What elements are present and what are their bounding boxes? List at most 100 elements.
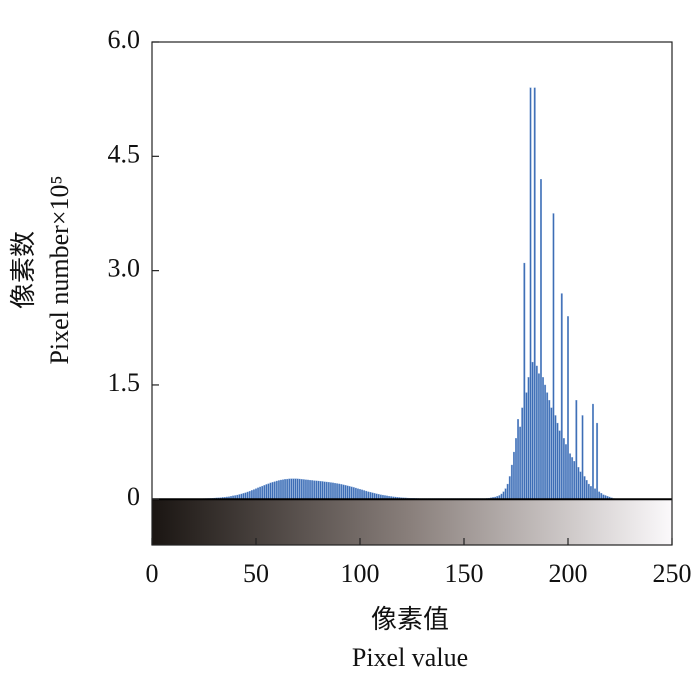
bar [257,487,260,500]
bar [517,419,520,500]
bar [529,87,532,500]
bar [560,293,563,500]
bar [296,478,299,500]
bar [250,490,253,500]
bar [255,488,257,500]
bar [315,480,318,500]
x-tick-label: 150 [445,559,484,588]
x-axis-label: Pixel value [352,643,468,672]
bar [363,490,366,500]
bar [573,461,576,500]
bar [269,482,272,500]
x-tick-label: 50 [243,559,269,588]
bar [317,480,320,500]
bar [540,179,542,500]
bar [512,451,515,500]
x-tick-label: 200 [549,559,588,588]
bar [523,262,526,500]
bar [369,492,372,500]
bar [598,491,601,500]
bar [567,316,569,500]
bar [531,361,534,500]
bar [527,377,530,500]
bar [344,485,347,500]
bar [356,488,359,500]
bar [367,491,370,500]
bar [571,457,574,500]
bar [261,485,264,500]
bar [265,484,268,500]
bar [286,478,289,500]
bar [342,484,345,500]
bar [558,430,561,500]
bar [564,444,567,500]
bar [508,476,511,500]
bar [246,491,249,500]
bar [542,377,544,500]
bar [325,481,328,500]
bar [273,481,276,500]
bar [267,483,270,500]
bar [323,481,326,500]
y-tick-label: 4.5 [108,139,141,168]
bar [350,486,353,500]
bar [288,478,291,500]
y-tick-label: 1.5 [108,368,141,397]
bar [596,422,599,500]
bar [298,478,301,500]
bar [277,480,280,500]
bar [552,213,555,500]
bar [544,384,547,500]
bar [259,486,262,500]
bar [300,479,303,500]
bar [332,482,334,500]
bar [577,467,580,500]
bar [352,487,355,500]
bar [502,491,505,500]
x-tick-label: 0 [146,559,159,588]
bar [321,481,324,500]
y-axis-label: Pixel number×10⁵ [45,175,74,364]
bar [550,407,553,500]
plot-frame [151,41,673,546]
bar [359,489,361,500]
bar [515,438,517,500]
bar [292,478,295,500]
bar [521,407,524,500]
bar [294,478,297,500]
bar [252,489,255,500]
y-tick-label: 6.0 [108,25,141,54]
bar [562,438,565,500]
bar [336,483,339,500]
bar [569,453,572,500]
bar [263,485,266,500]
bar [365,490,368,500]
bar [554,415,557,500]
bar [329,482,332,500]
x-tick-label: 100 [341,559,380,588]
bar [361,489,364,500]
bar [302,479,305,500]
bar [319,481,322,500]
bar [248,491,251,500]
bar [354,487,357,500]
x-axis-label: 像素值 [371,605,449,634]
colorbar [152,499,672,545]
bar [311,480,314,500]
bar [506,483,509,500]
bar [548,400,551,500]
bar [587,483,590,500]
bar [307,479,309,500]
bar [533,87,536,500]
bar [592,403,594,500]
bar [309,479,312,500]
bar [327,482,330,500]
bar [585,480,588,500]
bar [535,365,538,500]
bar [334,482,336,500]
bar [589,486,592,500]
bar [556,422,559,500]
bar [313,480,316,500]
bar [581,415,584,500]
